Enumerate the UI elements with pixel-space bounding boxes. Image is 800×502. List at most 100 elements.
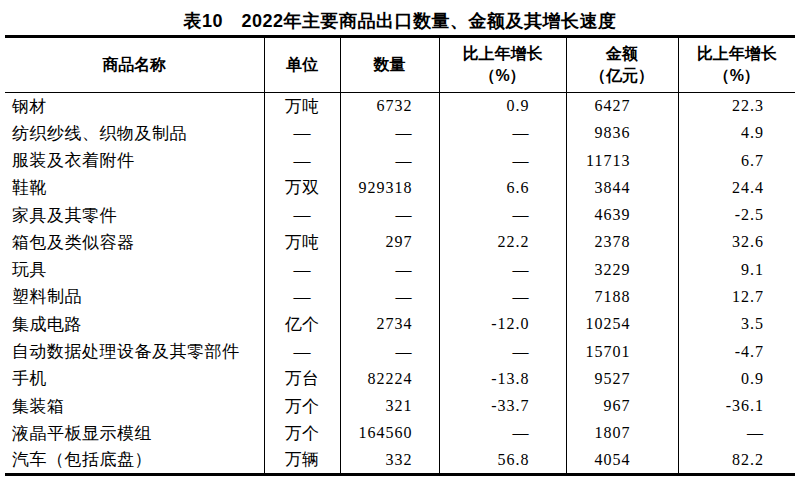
- cell-amount-growth: —: [678, 420, 795, 447]
- column-header-line: 金额: [567, 43, 678, 65]
- table-row: 集成电路亿个2734-12.0102543.5: [5, 311, 795, 338]
- cell-quantity-growth: —: [439, 202, 566, 229]
- cell-quantity-growth: -12.0: [439, 311, 566, 338]
- cell-commodity-name: 集装箱: [5, 392, 264, 419]
- cell-quantity: 164560: [340, 420, 439, 447]
- cell-quantity-growth: 22.2: [439, 229, 566, 256]
- cell-quantity-growth: -33.7: [439, 392, 566, 419]
- cell-quantity: —: [340, 147, 439, 174]
- table-row: 钢材万吨67320.9642722.3: [5, 93, 795, 120]
- cell-amount: 3844: [566, 174, 678, 201]
- cell-quantity-growth: —: [439, 256, 566, 283]
- cell-quantity: 2734: [340, 311, 439, 338]
- cell-commodity-name: 集成电路: [5, 311, 264, 338]
- cell-amount-growth: 0.9: [678, 365, 795, 392]
- cell-amount-growth: -36.1: [678, 392, 795, 419]
- cell-unit: 万个: [264, 392, 340, 419]
- table-row: 手机万台82224-13.895270.9: [5, 365, 795, 392]
- cell-unit: 万吨: [264, 93, 340, 120]
- cell-amount-growth: 12.7: [678, 283, 795, 310]
- column-header-commodity-name: 商品名称: [5, 37, 264, 93]
- cell-unit: —: [264, 338, 340, 365]
- column-header-line: 商品名称: [5, 54, 264, 76]
- column-header-line: 比上年增长: [679, 43, 796, 65]
- export-commodities-table: 商品名称单位数量比上年增长（%）金额（亿元）比上年增长（%） 钢材万吨67320…: [5, 35, 795, 476]
- table-header-row: 商品名称单位数量比上年增长（%）金额（亿元）比上年增长（%）: [5, 37, 795, 93]
- cell-amount: 3229: [566, 256, 678, 283]
- column-header-amount: 金额（亿元）: [566, 37, 678, 93]
- cell-amount-growth: 22.3: [678, 93, 795, 120]
- cell-unit: —: [264, 147, 340, 174]
- cell-quantity-growth: —: [439, 338, 566, 365]
- table-row: 家具及其零件———4639-2.5: [5, 202, 795, 229]
- cell-amount-growth: 6.7: [678, 147, 795, 174]
- cell-quantity-growth: -13.8: [439, 365, 566, 392]
- cell-quantity: 82224: [340, 365, 439, 392]
- cell-amount: 9527: [566, 365, 678, 392]
- cell-commodity-name: 家具及其零件: [5, 202, 264, 229]
- table-row: 集装箱万个321-33.7967-36.1: [5, 392, 795, 419]
- cell-quantity-growth: —: [439, 147, 566, 174]
- cell-amount: 9836: [566, 120, 678, 147]
- cell-commodity-name: 汽车（包括底盘）: [5, 447, 264, 474]
- column-header-amount-growth: 比上年增长（%）: [678, 37, 795, 93]
- cell-commodity-name: 服装及衣着附件: [5, 147, 264, 174]
- cell-quantity-growth: 56.8: [439, 447, 566, 474]
- table-row: 玩具———32299.1: [5, 256, 795, 283]
- cell-amount: 1807: [566, 420, 678, 447]
- cell-amount: 15701: [566, 338, 678, 365]
- cell-quantity: 929318: [340, 174, 439, 201]
- table-row: 液晶平板显示模组万个164560—1807—: [5, 420, 795, 447]
- column-header-line: 数量: [341, 54, 439, 76]
- cell-quantity: —: [340, 256, 439, 283]
- column-header-line: （亿元）: [567, 65, 678, 87]
- cell-amount-growth: 9.1: [678, 256, 795, 283]
- cell-commodity-name: 液晶平板显示模组: [5, 420, 264, 447]
- cell-commodity-name: 箱包及类似容器: [5, 229, 264, 256]
- cell-unit: 万台: [264, 365, 340, 392]
- column-header-line: （%）: [679, 65, 796, 87]
- column-header-line: 单位: [265, 54, 340, 76]
- table-header: 商品名称单位数量比上年增长（%）金额（亿元）比上年增长（%）: [5, 37, 795, 93]
- table-row: 箱包及类似容器万吨29722.2237832.6: [5, 229, 795, 256]
- table-body: 钢材万吨67320.9642722.3纺织纱线、织物及制品———98364.9服…: [5, 93, 795, 475]
- statistical-bulletin-table-page: 表10 2022年主要商品出口数量、金额及其增长速度 商品名称单位数量比上年增长…: [0, 0, 800, 502]
- column-header-quantity-growth: 比上年增长（%）: [439, 37, 566, 93]
- cell-amount-growth: -4.7: [678, 338, 795, 365]
- table-row: 汽车（包括底盘）万辆33256.8405482.2: [5, 447, 795, 474]
- cell-quantity: —: [340, 338, 439, 365]
- cell-unit: 亿个: [264, 311, 340, 338]
- cell-commodity-name: 鞋靴: [5, 174, 264, 201]
- cell-unit: 万双: [264, 174, 340, 201]
- cell-unit: 万个: [264, 420, 340, 447]
- cell-quantity: 332: [340, 447, 439, 474]
- cell-unit: —: [264, 120, 340, 147]
- cell-amount-growth: 32.6: [678, 229, 795, 256]
- cell-unit: —: [264, 283, 340, 310]
- cell-amount: 967: [566, 392, 678, 419]
- table-title: 表10 2022年主要商品出口数量、金额及其增长速度: [0, 0, 800, 35]
- cell-amount: 6427: [566, 93, 678, 120]
- column-header-line: （%）: [440, 65, 566, 87]
- cell-quantity: 297: [340, 229, 439, 256]
- cell-quantity: 6732: [340, 93, 439, 120]
- cell-unit: —: [264, 256, 340, 283]
- cell-amount: 4054: [566, 447, 678, 474]
- cell-unit: 万吨: [264, 229, 340, 256]
- cell-commodity-name: 玩具: [5, 256, 264, 283]
- table-row: 自动数据处理设备及其零部件———15701-4.7: [5, 338, 795, 365]
- table-row: 塑料制品———718812.7: [5, 283, 795, 310]
- cell-commodity-name: 塑料制品: [5, 283, 264, 310]
- cell-quantity: 321: [340, 392, 439, 419]
- cell-amount-growth: -2.5: [678, 202, 795, 229]
- cell-quantity-growth: —: [439, 283, 566, 310]
- cell-amount-growth: 4.9: [678, 120, 795, 147]
- cell-unit: —: [264, 202, 340, 229]
- cell-commodity-name: 钢材: [5, 93, 264, 120]
- column-header-quantity: 数量: [340, 37, 439, 93]
- cell-unit: 万辆: [264, 447, 340, 474]
- column-header-unit: 单位: [264, 37, 340, 93]
- cell-commodity-name: 手机: [5, 365, 264, 392]
- column-header-line: 比上年增长: [440, 43, 566, 65]
- table-row: 纺织纱线、织物及制品———98364.9: [5, 120, 795, 147]
